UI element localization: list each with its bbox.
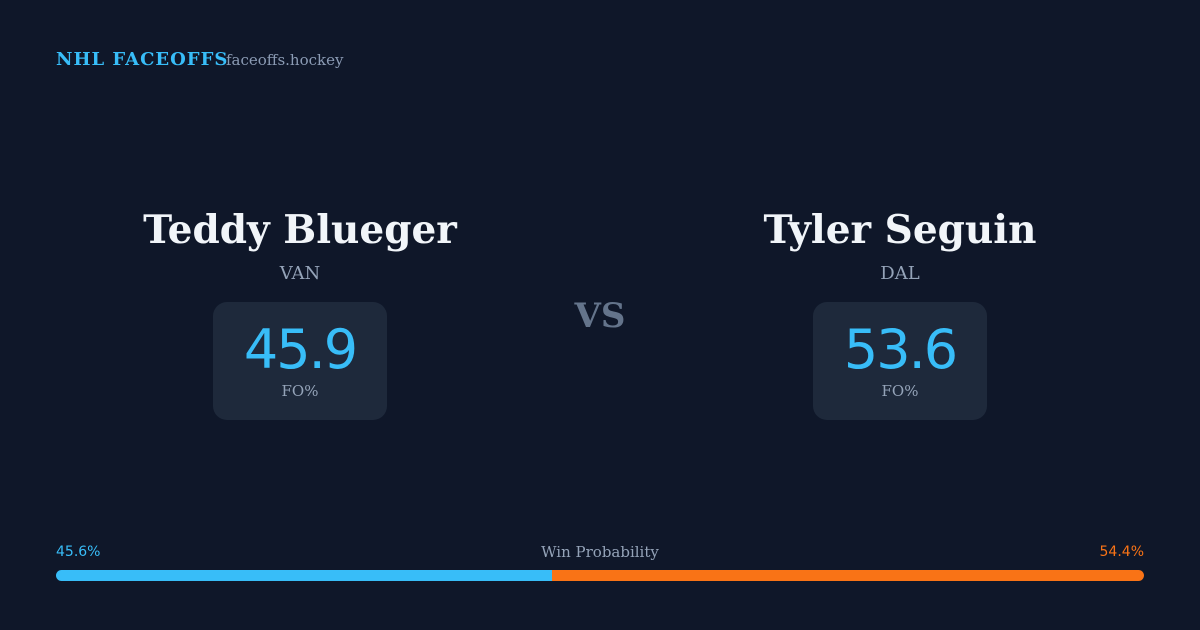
- stat-card: 45.9 FO%: [213, 302, 387, 420]
- team: VAN: [279, 263, 321, 284]
- win-probability-right: 54.4%: [1099, 544, 1144, 560]
- stat-label: FO%: [281, 382, 319, 400]
- stat-value: 45.9: [243, 318, 358, 381]
- stat-label: FO%: [881, 382, 919, 400]
- versus: VS: [574, 296, 626, 336]
- site-name: faceoffs.hockey: [226, 51, 344, 69]
- win-probability-bar: [56, 570, 1144, 581]
- probability-segment: [56, 570, 553, 581]
- brand: NHL FACEOFFS: [56, 49, 229, 70]
- win-probability-label: Win Probability: [541, 543, 659, 561]
- stat-card: 53.6 FO%: [813, 302, 987, 420]
- player-name: Tyler Seguin: [763, 207, 1037, 253]
- stat-value: 53.6: [843, 318, 958, 381]
- win-probability-left: 45.6%: [56, 544, 101, 560]
- player-name: Teddy Blueger: [143, 207, 457, 253]
- team: DAL: [880, 263, 920, 284]
- probability-segment: [552, 570, 1144, 581]
